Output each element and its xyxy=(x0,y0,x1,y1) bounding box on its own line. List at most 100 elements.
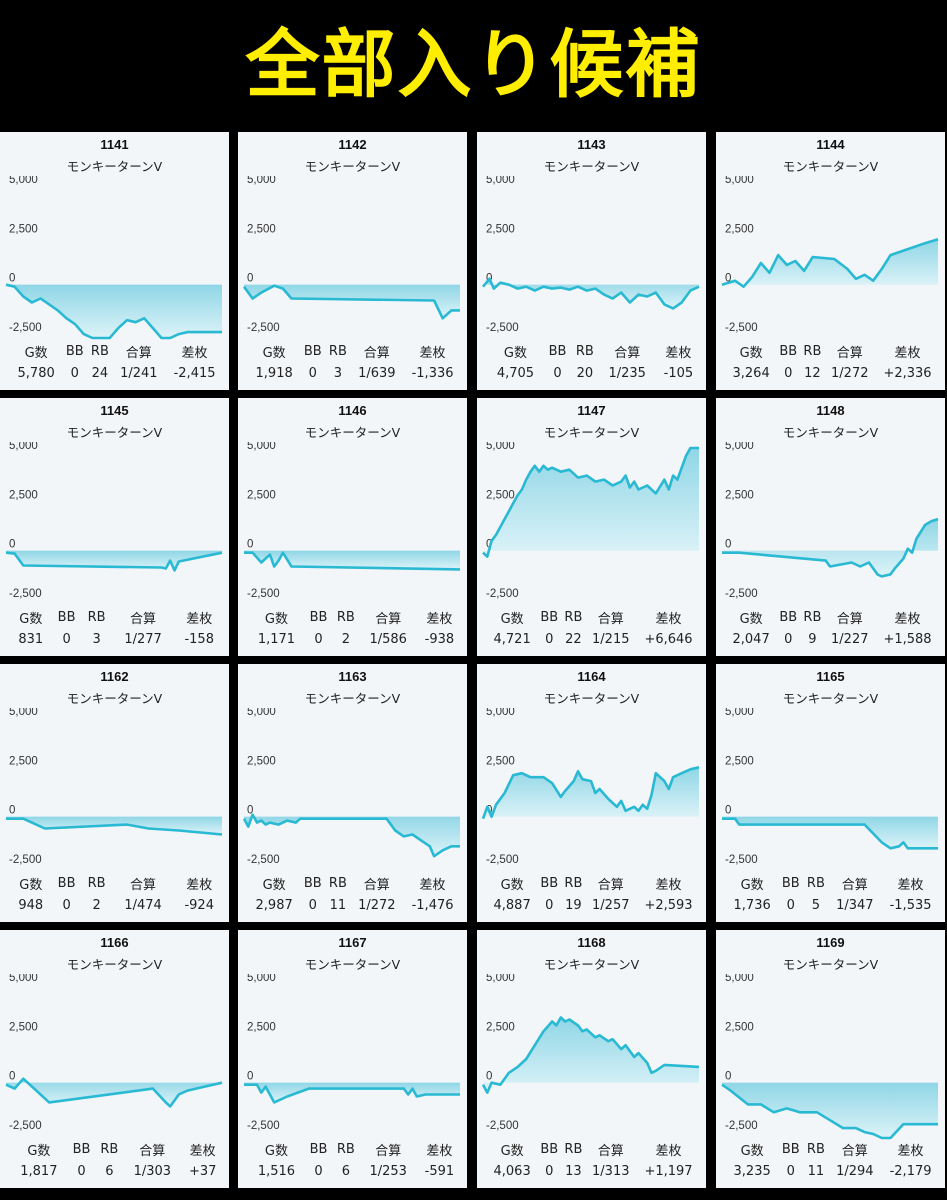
y-tick-label: 0 xyxy=(247,805,253,817)
stat-header: G数 xyxy=(19,611,43,627)
slot-card-1167[interactable]: 1167 モンキーターンV 5,000 2,500 0 -2,500 G数 BB RB 合算 差枚 1… xyxy=(238,930,467,1188)
y-tick-label: 5,000 xyxy=(247,708,276,718)
balance-line xyxy=(244,551,461,571)
stat-header: BB xyxy=(781,875,800,891)
machine-model-name: モンキーターンV xyxy=(782,957,879,972)
stat-header: 差枚 xyxy=(897,877,924,893)
y-tick-label: 5,000 xyxy=(247,974,276,984)
y-tick-label: 0 xyxy=(725,273,731,285)
y-tick-label: -2,500 xyxy=(9,854,42,866)
slot-card-1145[interactable]: 1145 モンキーターンV 5,000 2,500 0 -2,500 G数 BB RB 合算 差枚 8… xyxy=(0,398,229,656)
slot-card-1142[interactable]: 1142 モンキーターンV 5,000 2,500 0 -2,500 G数 BB RB 合算 差枚 1… xyxy=(238,132,467,390)
stat-diff: +1,197 xyxy=(644,1163,693,1179)
stat-diff: -158 xyxy=(184,631,214,647)
stat-header: G数 xyxy=(264,1143,288,1159)
slot-card-1163[interactable]: 1163 モンキーターンV 5,000 2,500 0 -2,500 G数 BB RB 合算 差枚 2… xyxy=(238,664,467,922)
slot-card-1164[interactable]: 1164 モンキーターンV 5,000 2,500 0 -2,500 G数 BB RB 合算 差枚 4… xyxy=(477,664,706,922)
machine-model-name: モンキーターンV xyxy=(66,957,163,972)
stat-combined: 1/294 xyxy=(836,1163,874,1179)
balance-line xyxy=(482,446,699,558)
stat-header: G数 xyxy=(740,1143,764,1159)
stat-header: BB xyxy=(303,875,322,891)
y-tick-label: 2,500 xyxy=(725,223,754,235)
y-tick-label: 0 xyxy=(9,1071,15,1083)
slot-card-1168[interactable]: 1168 モンキーターンV 5,000 2,500 0 -2,500 G数 BB RB 合算 差枚 4… xyxy=(477,930,706,1188)
stat-bb: 0 xyxy=(545,631,554,647)
slot-card-1147[interactable]: 1147 モンキーターンV 5,000 2,500 0 -2,500 G数 BB RB 合算 差枚 4… xyxy=(477,398,706,656)
machine-model-name: モンキーターンV xyxy=(782,425,879,440)
balance-area xyxy=(244,284,460,319)
stat-header: 合算 xyxy=(836,611,863,627)
stat-rb: 24 xyxy=(91,365,109,381)
y-tick-label: 5,000 xyxy=(486,974,515,984)
stat-header: 合算 xyxy=(841,1143,868,1159)
stats-table: G数 BB RB 合算 差枚 1,516 0 6 1/253 -591 xyxy=(248,1138,462,1182)
slot-card-1148[interactable]: 1148 モンキーターンV 5,000 2,500 0 -2,500 G数 BB RB 合算 差枚 2… xyxy=(716,398,945,656)
stat-bb: 0 xyxy=(553,365,562,381)
stat-header: RB xyxy=(564,875,583,891)
machine-model-name: モンキーターンV xyxy=(304,957,401,972)
y-tick-label: -2,500 xyxy=(486,854,519,866)
machine-number: 1167 xyxy=(338,935,367,950)
machine-model-name: モンキーターンV xyxy=(304,159,401,174)
stat-games: 1,736 xyxy=(733,897,771,913)
machine-model-name: モンキーターンV xyxy=(66,691,163,706)
machine-number: 1144 xyxy=(816,137,845,152)
slot-card-1146[interactable]: 1146 モンキーターンV 5,000 2,500 0 -2,500 G数 BB RB 合算 差枚 1… xyxy=(238,398,467,656)
stat-header: RB xyxy=(90,343,109,359)
stat-header: 差枚 xyxy=(189,1143,216,1159)
stat-diff: +37 xyxy=(188,1163,217,1179)
machine-model-name: モンキーターンV xyxy=(543,691,640,706)
stat-header: 合算 xyxy=(375,1143,402,1159)
stat-header: RB xyxy=(575,343,594,359)
y-tick-label: 0 xyxy=(9,805,15,817)
stat-combined: 1/215 xyxy=(592,631,630,647)
stat-rb: 22 xyxy=(565,631,582,647)
y-tick-label: 2,500 xyxy=(247,223,276,235)
balance-line xyxy=(5,1077,223,1108)
machine-model-name: モンキーターンV xyxy=(66,159,163,174)
balance-line xyxy=(481,277,700,310)
machine-number: 1145 xyxy=(100,403,129,418)
stat-games: 1,171 xyxy=(257,631,296,647)
slot-card-1165[interactable]: 1165 モンキーターンV 5,000 2,500 0 -2,500 G数 BB RB 合算 差枚 1… xyxy=(716,664,945,922)
machine-number: 1163 xyxy=(338,669,367,684)
machine-number: 1142 xyxy=(338,137,367,152)
stat-header: 合算 xyxy=(836,345,863,361)
stat-header: BB xyxy=(309,609,328,625)
slot-card-1141[interactable]: 1141 モンキーターンV 5,000 2,500 0 -2,500 G数 BB RB 合算 差枚 5… xyxy=(0,132,229,390)
y-tick-label: 5,000 xyxy=(486,708,515,718)
slot-card-1166[interactable]: 1166 モンキーターンV 5,000 2,500 0 -2,500 G数 BB RB 合算 差枚 1… xyxy=(0,930,229,1188)
balance-line xyxy=(244,1083,460,1104)
stat-bb: 0 xyxy=(77,1163,86,1179)
stat-header: 差枚 xyxy=(655,1143,682,1159)
y-tick-label: 0 xyxy=(725,539,731,551)
slot-card-1143[interactable]: 1143 モンキーターンV 5,000 2,500 0 -2,500 G数 BB RB 合算 差枚 4… xyxy=(477,132,706,390)
slot-card-1169[interactable]: 1169 モンキーターンV 5,000 2,500 0 -2,500 G数 BB RB 合算 差枚 3… xyxy=(716,930,945,1188)
stat-header: 差枚 xyxy=(894,345,921,361)
slot-card-1162[interactable]: 1162 モンキーターンV 5,000 2,500 0 -2,500 G数 BB RB 合算 差枚 9… xyxy=(0,664,229,922)
stat-header: RB xyxy=(803,343,822,359)
y-tick-label: 5,000 xyxy=(725,708,754,718)
stat-rb: 19 xyxy=(565,897,582,913)
stat-header: 差枚 xyxy=(426,611,453,627)
stat-header: 差枚 xyxy=(186,877,213,893)
slot-card-1144[interactable]: 1144 モンキーターンV 5,000 2,500 0 -2,500 G数 BB RB 合算 差枚 3… xyxy=(716,132,945,390)
y-tick-label: 2,500 xyxy=(725,755,754,767)
y-tick-label: -2,500 xyxy=(247,1120,280,1132)
y-tick-label: 5,000 xyxy=(9,974,38,984)
stat-header: BB xyxy=(540,1141,559,1157)
balance-area xyxy=(244,1082,460,1103)
machine-number: 1164 xyxy=(577,669,606,684)
stat-combined: 1/313 xyxy=(592,1163,630,1179)
stat-header: BB xyxy=(540,875,559,891)
